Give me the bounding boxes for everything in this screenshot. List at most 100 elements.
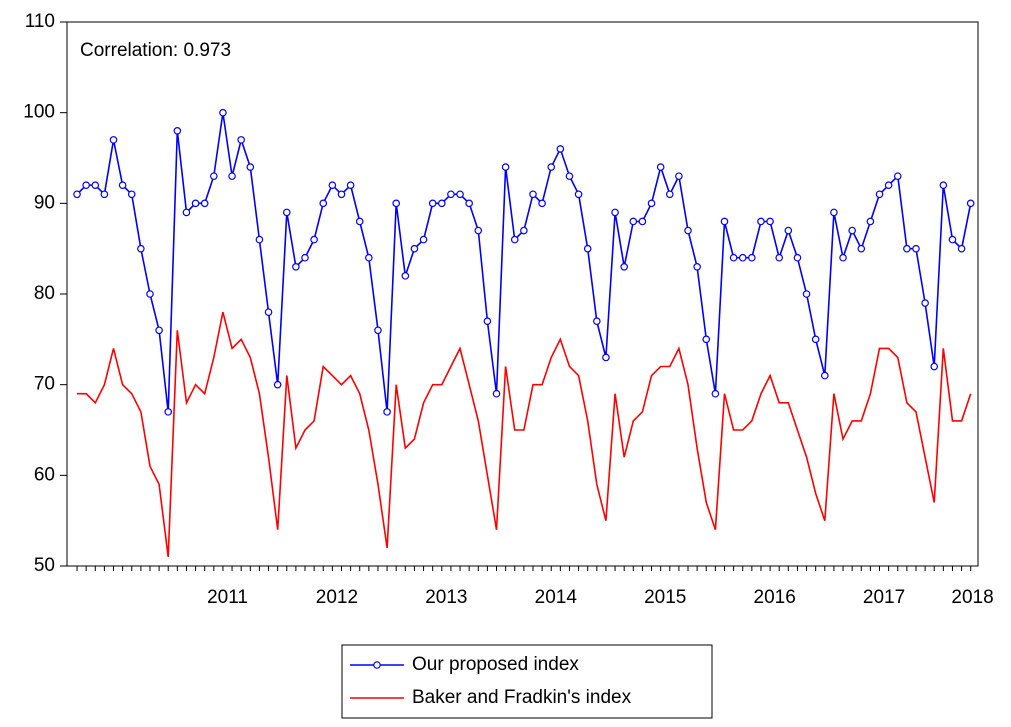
- point: [611, 208, 619, 217]
- point: [428, 199, 437, 208]
- point: [665, 190, 674, 199]
- point: [337, 190, 346, 199]
- point: [419, 235, 428, 244]
- annotation: Correlation: 0.973: [80, 40, 231, 61]
- point: [73, 190, 81, 199]
- point: [191, 199, 200, 208]
- y-tick-label: 90: [34, 192, 55, 213]
- point: [456, 190, 464, 199]
- point: [629, 217, 638, 226]
- point: [273, 380, 282, 389]
- point: [319, 199, 328, 208]
- point: [939, 181, 948, 190]
- point: [392, 199, 401, 208]
- point: [912, 244, 920, 253]
- point: [501, 163, 510, 171]
- point: [857, 244, 866, 253]
- point: [155, 326, 163, 335]
- x-tick-label: 2017: [863, 587, 905, 608]
- point: [328, 181, 337, 190]
- point: [766, 217, 774, 226]
- point: [173, 127, 182, 135]
- point: [465, 199, 473, 208]
- legend-label: Our proposed index: [412, 654, 579, 675]
- point: [793, 253, 802, 262]
- point: [638, 217, 647, 226]
- point: [830, 208, 838, 217]
- point: [903, 244, 911, 253]
- point: [839, 253, 847, 262]
- point: [365, 253, 373, 262]
- point: [966, 199, 975, 208]
- point: [282, 208, 291, 217]
- point: [738, 253, 747, 262]
- point: [602, 353, 610, 362]
- point: [301, 253, 309, 262]
- point: [210, 172, 218, 180]
- point: [410, 244, 419, 253]
- point: [219, 108, 227, 117]
- x-tick-label: 2014: [535, 587, 578, 608]
- point: [729, 253, 738, 262]
- point: [647, 199, 656, 208]
- legend-box: [341, 644, 713, 719]
- point: [948, 235, 957, 244]
- point: [684, 226, 692, 235]
- point: [656, 163, 665, 171]
- point: [583, 244, 592, 253]
- legend-label: Baker and Fradkin's index: [412, 687, 632, 708]
- point: [146, 290, 154, 298]
- point: [182, 208, 191, 217]
- point: [875, 190, 884, 199]
- y-tick-label: 70: [34, 374, 55, 395]
- point: [556, 145, 565, 153]
- point: [310, 235, 318, 244]
- y-tick-label: 80: [34, 283, 55, 304]
- point: [711, 389, 720, 398]
- point: [492, 389, 501, 398]
- x-tick-label: 2015: [644, 587, 686, 608]
- point: [775, 253, 784, 262]
- point: [401, 272, 410, 280]
- point: [137, 244, 145, 253]
- legend-marker: [373, 661, 381, 669]
- point: [91, 181, 100, 190]
- point: [237, 136, 245, 144]
- point: [164, 408, 173, 416]
- series-line: [77, 311, 972, 557]
- point: [957, 244, 966, 253]
- point: [675, 172, 683, 180]
- point: [200, 199, 209, 208]
- point: [355, 217, 364, 226]
- plot-frame: [66, 21, 979, 567]
- point: [255, 235, 264, 244]
- y-tick-label: 110: [25, 11, 55, 32]
- point: [620, 262, 628, 271]
- point: [447, 190, 455, 199]
- point: [437, 199, 446, 208]
- x-tick-label: 2011: [207, 587, 248, 608]
- point: [100, 190, 109, 199]
- point: [510, 235, 519, 244]
- point: [720, 217, 729, 226]
- point: [529, 190, 537, 199]
- y-tick-label: 50: [34, 555, 55, 576]
- point: [118, 181, 127, 190]
- point: [565, 172, 574, 180]
- point: [474, 226, 483, 235]
- point: [811, 335, 820, 344]
- point: [483, 317, 492, 326]
- x-tick-label: 2012: [316, 587, 358, 608]
- point: [264, 308, 273, 316]
- point: [784, 226, 793, 235]
- point: [109, 136, 118, 144]
- point: [893, 172, 902, 180]
- point: [593, 317, 601, 326]
- x-tick-label: 2016: [754, 587, 796, 608]
- point: [246, 163, 255, 171]
- point: [574, 190, 583, 199]
- point: [884, 181, 893, 190]
- y-tick-label: 100: [23, 102, 55, 123]
- point: [802, 290, 811, 298]
